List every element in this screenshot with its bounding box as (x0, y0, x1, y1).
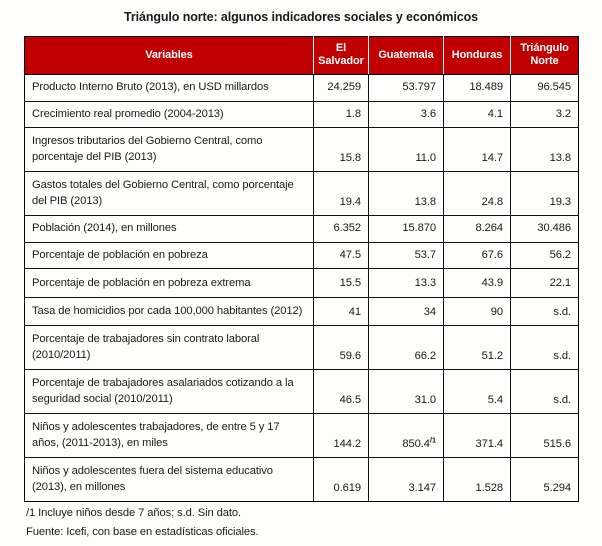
column-header-honduras: Honduras (443, 36, 511, 75)
footnotes-block: /1 Incluye niños desde 7 años; s.d. Sin … (26, 504, 586, 542)
cell-guatemala: 3.6 (368, 101, 444, 128)
cell-triangulo-norte: s.d. (510, 297, 579, 326)
row-label: Producto Interno Bruto (2013), en USD mi… (24, 74, 314, 102)
cell-triangulo-norte: 30.486 (510, 215, 579, 243)
cell-guatemala: 3.147 (368, 457, 444, 502)
cell-el-salvador: 15.5 (313, 268, 369, 298)
cell-triangulo-norte: 515.6 (510, 413, 579, 458)
cell-honduras: 5.4 (443, 369, 511, 414)
column-header-variables: Variables (24, 36, 314, 75)
footnote-source: Fuente: Icefi, con base en estadísticas … (26, 526, 259, 538)
table-header: Variables El Salvador Guatemala Honduras… (24, 36, 579, 75)
cell-el-salvador: 41 (313, 297, 369, 326)
cell-el-salvador: 24.259 (313, 74, 369, 102)
cell-triangulo-norte: 56.2 (510, 242, 579, 269)
indicators-table: Variables El Salvador Guatemala Honduras… (24, 36, 579, 502)
cell-guatemala: 13.8 (368, 171, 444, 216)
cell-honduras: 18.489 (443, 74, 511, 102)
row-label: Niños y adolescentes fuera del sistema e… (24, 457, 314, 502)
cell-guatemala: 850.4/1 (368, 413, 444, 458)
cell-el-salvador: 46.5 (313, 369, 369, 414)
row-label: Población (2014), en millones (24, 215, 314, 243)
cell-triangulo-norte: 22.1 (510, 268, 579, 298)
cell-honduras: 1.528 (443, 457, 511, 502)
row-label: Tasa de homicidios por cada 100,000 habi… (24, 297, 314, 326)
cell-honduras: 90 (443, 297, 511, 326)
row-label: Crecimiento real promedio (2004-2013) (24, 101, 314, 128)
row-label: Porcentaje de trabajadores sin contrato … (24, 325, 314, 370)
footnote-definition: /1 Incluye niños desde 7 años; s.d. Sin … (26, 507, 242, 519)
cell-el-salvador: 19.4 (313, 171, 369, 216)
cell-triangulo-norte: 96.545 (510, 74, 579, 102)
cell-honduras: 4.1 (443, 101, 511, 128)
cell-triangulo-norte: s.d. (510, 369, 579, 414)
cell-guatemala: 34 (368, 297, 444, 326)
cell-el-salvador: 144.2 (313, 413, 369, 458)
table-row: Tasa de homicidios por cada 100,000 habi… (24, 297, 579, 326)
cell-el-salvador: 0.619 (313, 457, 369, 502)
table-row: Niños y adolescentes trabajadores, de en… (24, 413, 579, 458)
column-header-guatemala: Guatemala (368, 36, 444, 75)
table-body: Producto Interno Bruto (2013), en USD mi… (24, 74, 579, 502)
cell-el-salvador: 6.352 (313, 215, 369, 243)
cell-guatemala: 66.2 (368, 325, 444, 370)
cell-guatemala: 53.7 (368, 242, 444, 269)
cell-triangulo-norte: 13.8 (510, 127, 579, 172)
row-label: Niños y adolescentes trabajadores, de en… (24, 413, 314, 458)
cell-guatemala: 53.797 (368, 74, 444, 102)
table-row: Gastos totales del Gobierno Central, com… (24, 171, 579, 216)
cell-guatemala: 15.870 (368, 215, 444, 243)
table-row: Porcentaje de trabajadores asalariados c… (24, 369, 579, 414)
cell-el-salvador: 1.8 (313, 101, 369, 128)
table-row: Crecimiento real promedio (2004-2013) 1.… (24, 101, 579, 128)
row-label: Porcentaje de trabajadores asalariados c… (24, 369, 314, 414)
cell-honduras: 371.4 (443, 413, 511, 458)
cell-triangulo-norte: s.d. (510, 325, 579, 370)
cell-guatemala: 31.0 (368, 369, 444, 414)
cell-honduras: 14.7 (443, 127, 511, 172)
cell-guatemala: 13.3 (368, 268, 444, 298)
cell-guatemala-value: 850.4 (402, 437, 430, 450)
table-row: Niños y adolescentes fuera del sistema e… (24, 457, 579, 502)
column-header-triangulo-norte: Triángulo Norte (510, 36, 579, 75)
cell-honduras: 51.2 (443, 325, 511, 370)
row-label: Gastos totales del Gobierno Central, com… (24, 171, 314, 216)
indicators-table-container: Variables El Salvador Guatemala Honduras… (24, 36, 579, 502)
table-row: Población (2014), en millones 6.352 15.8… (24, 215, 579, 243)
cell-guatemala: 11.0 (368, 127, 444, 172)
table-row: Porcentaje de población en pobreza extre… (24, 268, 579, 298)
table-row: Porcentaje de población en pobreza 47.5 … (24, 242, 579, 269)
cell-el-salvador: 47.5 (313, 242, 369, 269)
cell-honduras: 8.264 (443, 215, 511, 243)
footnote-marker: /1 (429, 434, 436, 444)
page-title: Triángulo norte: algunos indicadores soc… (123, 10, 478, 24)
table-row: Porcentaje de trabajadores sin contrato … (24, 325, 579, 370)
cell-honduras: 43.9 (443, 268, 511, 298)
row-label: Porcentaje de población en pobreza extre… (24, 268, 314, 298)
cell-honduras: 67.6 (443, 242, 511, 269)
column-header-el-salvador: El Salvador (313, 36, 369, 75)
cell-honduras: 24.8 (443, 171, 511, 216)
table-row: Producto Interno Bruto (2013), en USD mi… (24, 74, 579, 102)
cell-el-salvador: 15.8 (313, 127, 369, 172)
cell-triangulo-norte: 5.294 (543, 481, 572, 494)
table-row: Ingresos tributarios del Gobierno Centra… (24, 127, 579, 172)
cell-triangulo-norte: 19.3 (510, 171, 579, 216)
row-label: Porcentaje de población en pobreza (24, 242, 314, 269)
cell-el-salvador: 59.6 (313, 325, 369, 370)
table-header-row: Variables El Salvador Guatemala Honduras… (24, 36, 579, 75)
cell-triangulo-norte: 3.2 (510, 101, 579, 128)
row-label: Ingresos tributarios del Gobierno Centra… (24, 127, 314, 172)
